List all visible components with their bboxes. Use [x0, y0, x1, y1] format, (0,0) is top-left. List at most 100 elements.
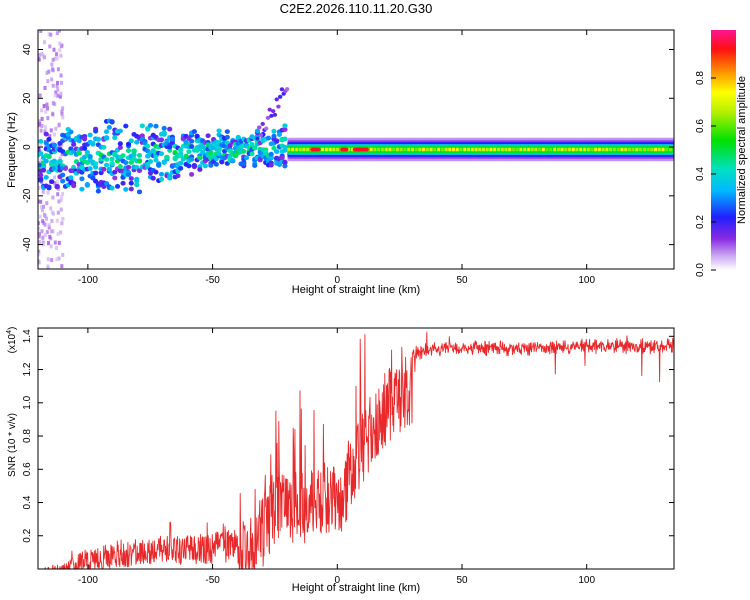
- spec-band-cell: [139, 133, 145, 139]
- spec-noise-cell: [38, 231, 42, 236]
- spec-band-cell: [147, 159, 154, 164]
- spec-noise-cell: [51, 101, 55, 106]
- spec-x-tick-label: -100: [78, 275, 98, 286]
- spec-core-cell: [669, 147, 673, 152]
- spec-core-cell: [654, 147, 658, 152]
- spec-core-cell: [650, 147, 654, 152]
- spec-band-cell: [125, 172, 132, 177]
- spec-core-cell: [534, 147, 538, 152]
- spec-band-cell: [200, 149, 206, 155]
- spec-band-cell: [38, 151, 44, 157]
- spec-core-cell: [373, 147, 377, 152]
- spec-band-cell: [191, 163, 197, 168]
- spec-noise-cell: [50, 258, 54, 263]
- spec-streak-cell: [260, 121, 265, 126]
- spec-core-cell: [657, 147, 661, 152]
- spec-noise-cell: [56, 93, 60, 98]
- spec-band-cell: [213, 161, 219, 167]
- spec-x-tick-label: -50: [205, 275, 220, 286]
- spec-core-cell: [407, 147, 411, 152]
- spec-core-cell: [466, 147, 470, 152]
- spec-noise-cell: [52, 47, 56, 52]
- spec-core-cell: [661, 147, 665, 152]
- spec-peak-dot: [48, 162, 55, 167]
- snr-x-ticks: -100 -50 0 50 100: [78, 328, 595, 586]
- spec-band-cell: [136, 168, 143, 174]
- spec-noise-cell: [60, 194, 64, 199]
- spec-band-cell: [84, 182, 90, 188]
- spec-band-cell: [134, 139, 140, 145]
- spec-band-cell: [158, 151, 165, 157]
- spec-noise-cell: [44, 109, 48, 114]
- spec-band-cell: [90, 141, 96, 147]
- spec-band-cell: [279, 155, 285, 161]
- spec-noise-cell: [40, 229, 44, 234]
- spec-noise-cell: [47, 225, 51, 230]
- spec-noise-cell: [57, 187, 61, 192]
- spec-noise-cell: [38, 239, 41, 244]
- spec-noise-cell: [41, 189, 45, 194]
- spec-core-cell: [672, 147, 674, 152]
- spec-noise-cell: [47, 241, 51, 246]
- spec-core-cell: [377, 147, 381, 152]
- spec-band-cell: [128, 186, 134, 192]
- spec-noise-cell: [58, 156, 62, 161]
- spec-peak-dot: [251, 145, 258, 151]
- snr-x-tick-label: -50: [205, 575, 220, 586]
- spectrogram-y-ticks: -40 -20 0 20 40: [22, 44, 674, 252]
- snr-y-scale-exponent: 4: [6, 330, 13, 334]
- spec-noise-cell: [56, 80, 60, 85]
- spec-noise-cell: [38, 226, 40, 231]
- spec-core-cell: [463, 147, 467, 152]
- spec-noise-cell: [58, 48, 62, 53]
- spec-band-cell: [71, 183, 77, 189]
- spec-band-cell: [82, 146, 88, 151]
- spec-band-cell: [123, 160, 129, 166]
- spec-band-cell: [76, 138, 82, 144]
- spec-noise-cell: [38, 260, 41, 265]
- spec-band-cell: [169, 140, 176, 146]
- spec-band-cell: [153, 123, 159, 129]
- spec-noise-cell: [38, 249, 41, 254]
- spec-band-cell: [46, 185, 52, 191]
- spec-band-cell: [172, 150, 178, 155]
- snr-y-ticks: 0.2 0.4 0.6 0.8 1.0 1.2 1.4: [22, 329, 674, 543]
- spec-band-cell: [62, 166, 69, 171]
- spec-noise-cell: [55, 218, 59, 223]
- spec-core-cell: [642, 147, 646, 152]
- spec-noise-cell: [40, 208, 44, 213]
- spec-core-cell: [444, 147, 448, 152]
- spec-band-cell: [134, 182, 140, 188]
- spec-noise-cell: [61, 106, 65, 111]
- spec-core-cell: [541, 147, 545, 152]
- spec-band-cell: [282, 163, 288, 169]
- spec-band-cell: [54, 184, 60, 190]
- spec-band-cell: [208, 163, 214, 168]
- spec-noise-cell: [39, 199, 43, 204]
- spec-band-cell: [142, 140, 148, 146]
- colorbar-tick-label: 0.4: [695, 167, 706, 181]
- spec-noise-cell: [41, 235, 45, 240]
- spec-core-cell: [568, 147, 571, 152]
- spec-core-cell: [493, 147, 497, 152]
- spec-core-cell: [519, 147, 523, 152]
- svg-text:(x104): (x104): [6, 327, 18, 354]
- spec-core-cell: [571, 147, 575, 152]
- spec-core-cell: [560, 147, 564, 152]
- spec-band-cell: [112, 175, 118, 181]
- spec-band-cell: [136, 153, 143, 158]
- spec-noise-cell: [42, 242, 46, 247]
- spec-noise-cell: [40, 108, 44, 113]
- spec-streak-cell: [269, 113, 274, 118]
- spec-band-cell: [128, 180, 134, 186]
- spec-core-cell: [294, 147, 298, 152]
- spec-band-cell: [161, 160, 167, 165]
- spec-noise-cell: [38, 119, 42, 124]
- spec-band-cell: [101, 144, 107, 150]
- spec-core-cell: [395, 147, 399, 152]
- spec-band-cell: [178, 147, 184, 153]
- spec-peak-dot: [197, 155, 203, 161]
- spec-noise-cell: [43, 222, 47, 227]
- spec-noise-cell: [55, 257, 59, 262]
- spec-peak-dot: [282, 144, 288, 150]
